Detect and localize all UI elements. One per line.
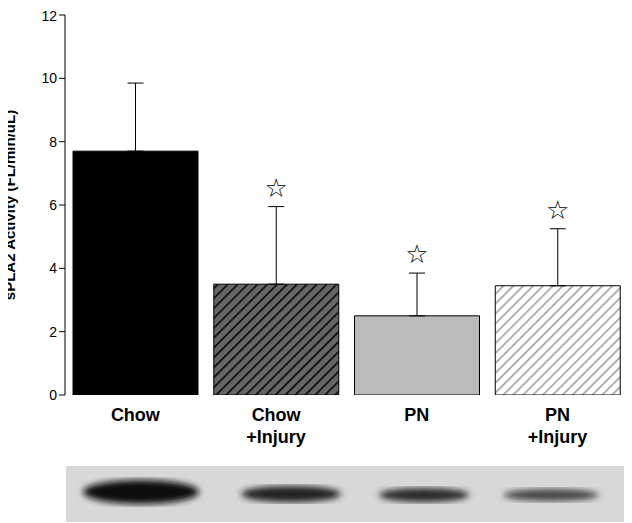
svg-text:☆: ☆ xyxy=(546,195,569,225)
svg-text:10: 10 xyxy=(41,70,57,86)
svg-text:Chow: Chow xyxy=(111,405,161,425)
svg-text:PN+Injury: PN+Injury xyxy=(528,405,588,447)
svg-text:12: 12 xyxy=(41,8,57,24)
svg-text:sPLA2 Activity (FL/min/uL): sPLA2 Activity (FL/min/uL) xyxy=(8,110,18,300)
svg-text:4: 4 xyxy=(49,260,57,276)
svg-text:0: 0 xyxy=(49,387,57,403)
svg-text:6: 6 xyxy=(49,197,57,213)
svg-text:PN: PN xyxy=(404,405,429,425)
svg-text:2: 2 xyxy=(49,324,57,340)
svg-text:☆: ☆ xyxy=(265,173,288,203)
svg-text:☆: ☆ xyxy=(405,239,428,269)
svg-text:Chow+Injury: Chow+Injury xyxy=(246,405,306,447)
svg-text:8: 8 xyxy=(49,134,57,150)
